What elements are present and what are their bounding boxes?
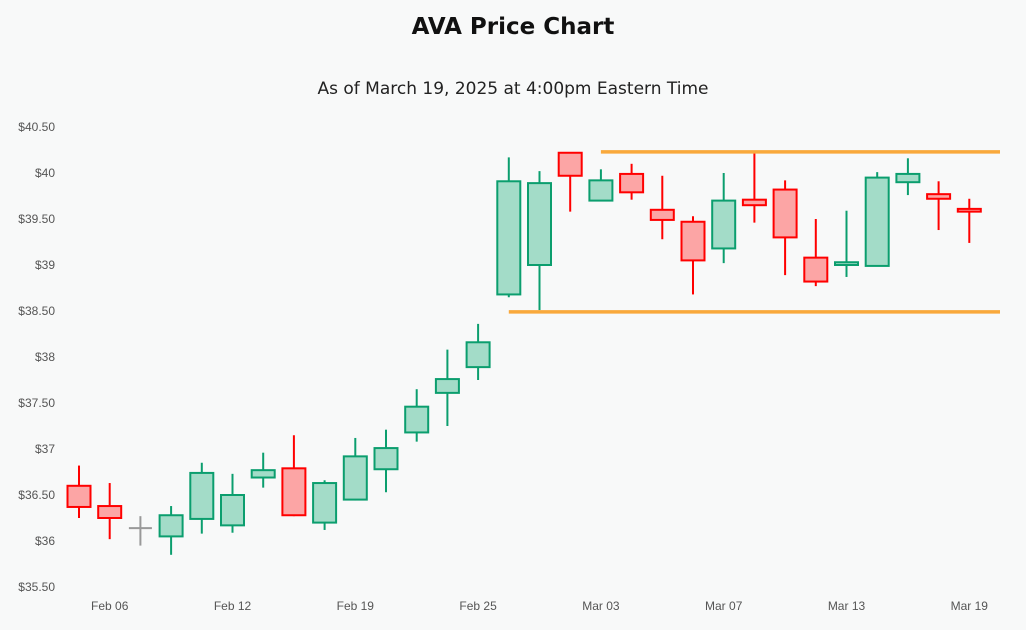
candle-body <box>527 182 552 266</box>
candle-body <box>649 208 675 221</box>
y-tick-label: $36.50 <box>18 488 55 502</box>
x-tick-label: Mar 07 <box>705 599 743 613</box>
x-tick-label: Mar 03 <box>582 599 620 613</box>
y-tick-label: $37 <box>35 442 55 456</box>
y-tick-label: $38.50 <box>18 304 55 318</box>
y-tick-label: $39 <box>35 258 55 272</box>
x-tick-label: Feb 19 <box>337 599 375 613</box>
y-tick-label: $38 <box>35 350 55 364</box>
candle-body <box>189 471 215 520</box>
x-tick-label: Feb 06 <box>91 599 129 613</box>
candle-body <box>404 405 430 434</box>
candle-body <box>465 341 491 369</box>
y-tick-label: $37.50 <box>18 396 55 410</box>
candle-body <box>680 220 706 262</box>
candle-body <box>864 176 890 267</box>
candle-body <box>250 469 276 479</box>
candle-body <box>434 378 460 394</box>
candle-body <box>956 207 982 213</box>
candle-body <box>557 151 583 177</box>
candle-body <box>834 261 859 266</box>
candle-body <box>588 179 614 202</box>
y-tick-label: $36 <box>35 534 55 548</box>
x-tick-label: Mar 19 <box>951 599 989 613</box>
y-tick-label: $40 <box>35 166 55 180</box>
chart-subtitle: As of March 19, 2025 at 4:00pm Eastern T… <box>317 79 709 99</box>
candle-body <box>619 172 645 194</box>
candle-body <box>312 482 338 524</box>
y-tick-label: $35.50 <box>18 580 55 594</box>
x-tick-label: Feb 25 <box>459 599 497 613</box>
candle-body <box>926 193 952 200</box>
x-tick-label: Mar 13 <box>828 599 866 613</box>
chart-title: AVA Price Chart <box>411 14 615 40</box>
candle-body <box>66 484 92 508</box>
candle-body <box>220 494 245 527</box>
candle-body <box>342 455 368 501</box>
x-tick-label: Feb 12 <box>214 599 252 613</box>
candle-body <box>373 447 399 471</box>
candle-body <box>496 180 522 296</box>
candle-body <box>772 188 798 239</box>
candle-body <box>711 199 737 250</box>
y-tick-label: $40.50 <box>18 120 55 134</box>
candle-body <box>741 198 767 207</box>
candle-body <box>97 505 123 520</box>
candle-body <box>158 514 184 538</box>
y-tick-label: $39.50 <box>18 212 55 226</box>
candle-body <box>281 467 307 517</box>
candle-body <box>803 256 829 283</box>
candle-body <box>895 172 921 184</box>
